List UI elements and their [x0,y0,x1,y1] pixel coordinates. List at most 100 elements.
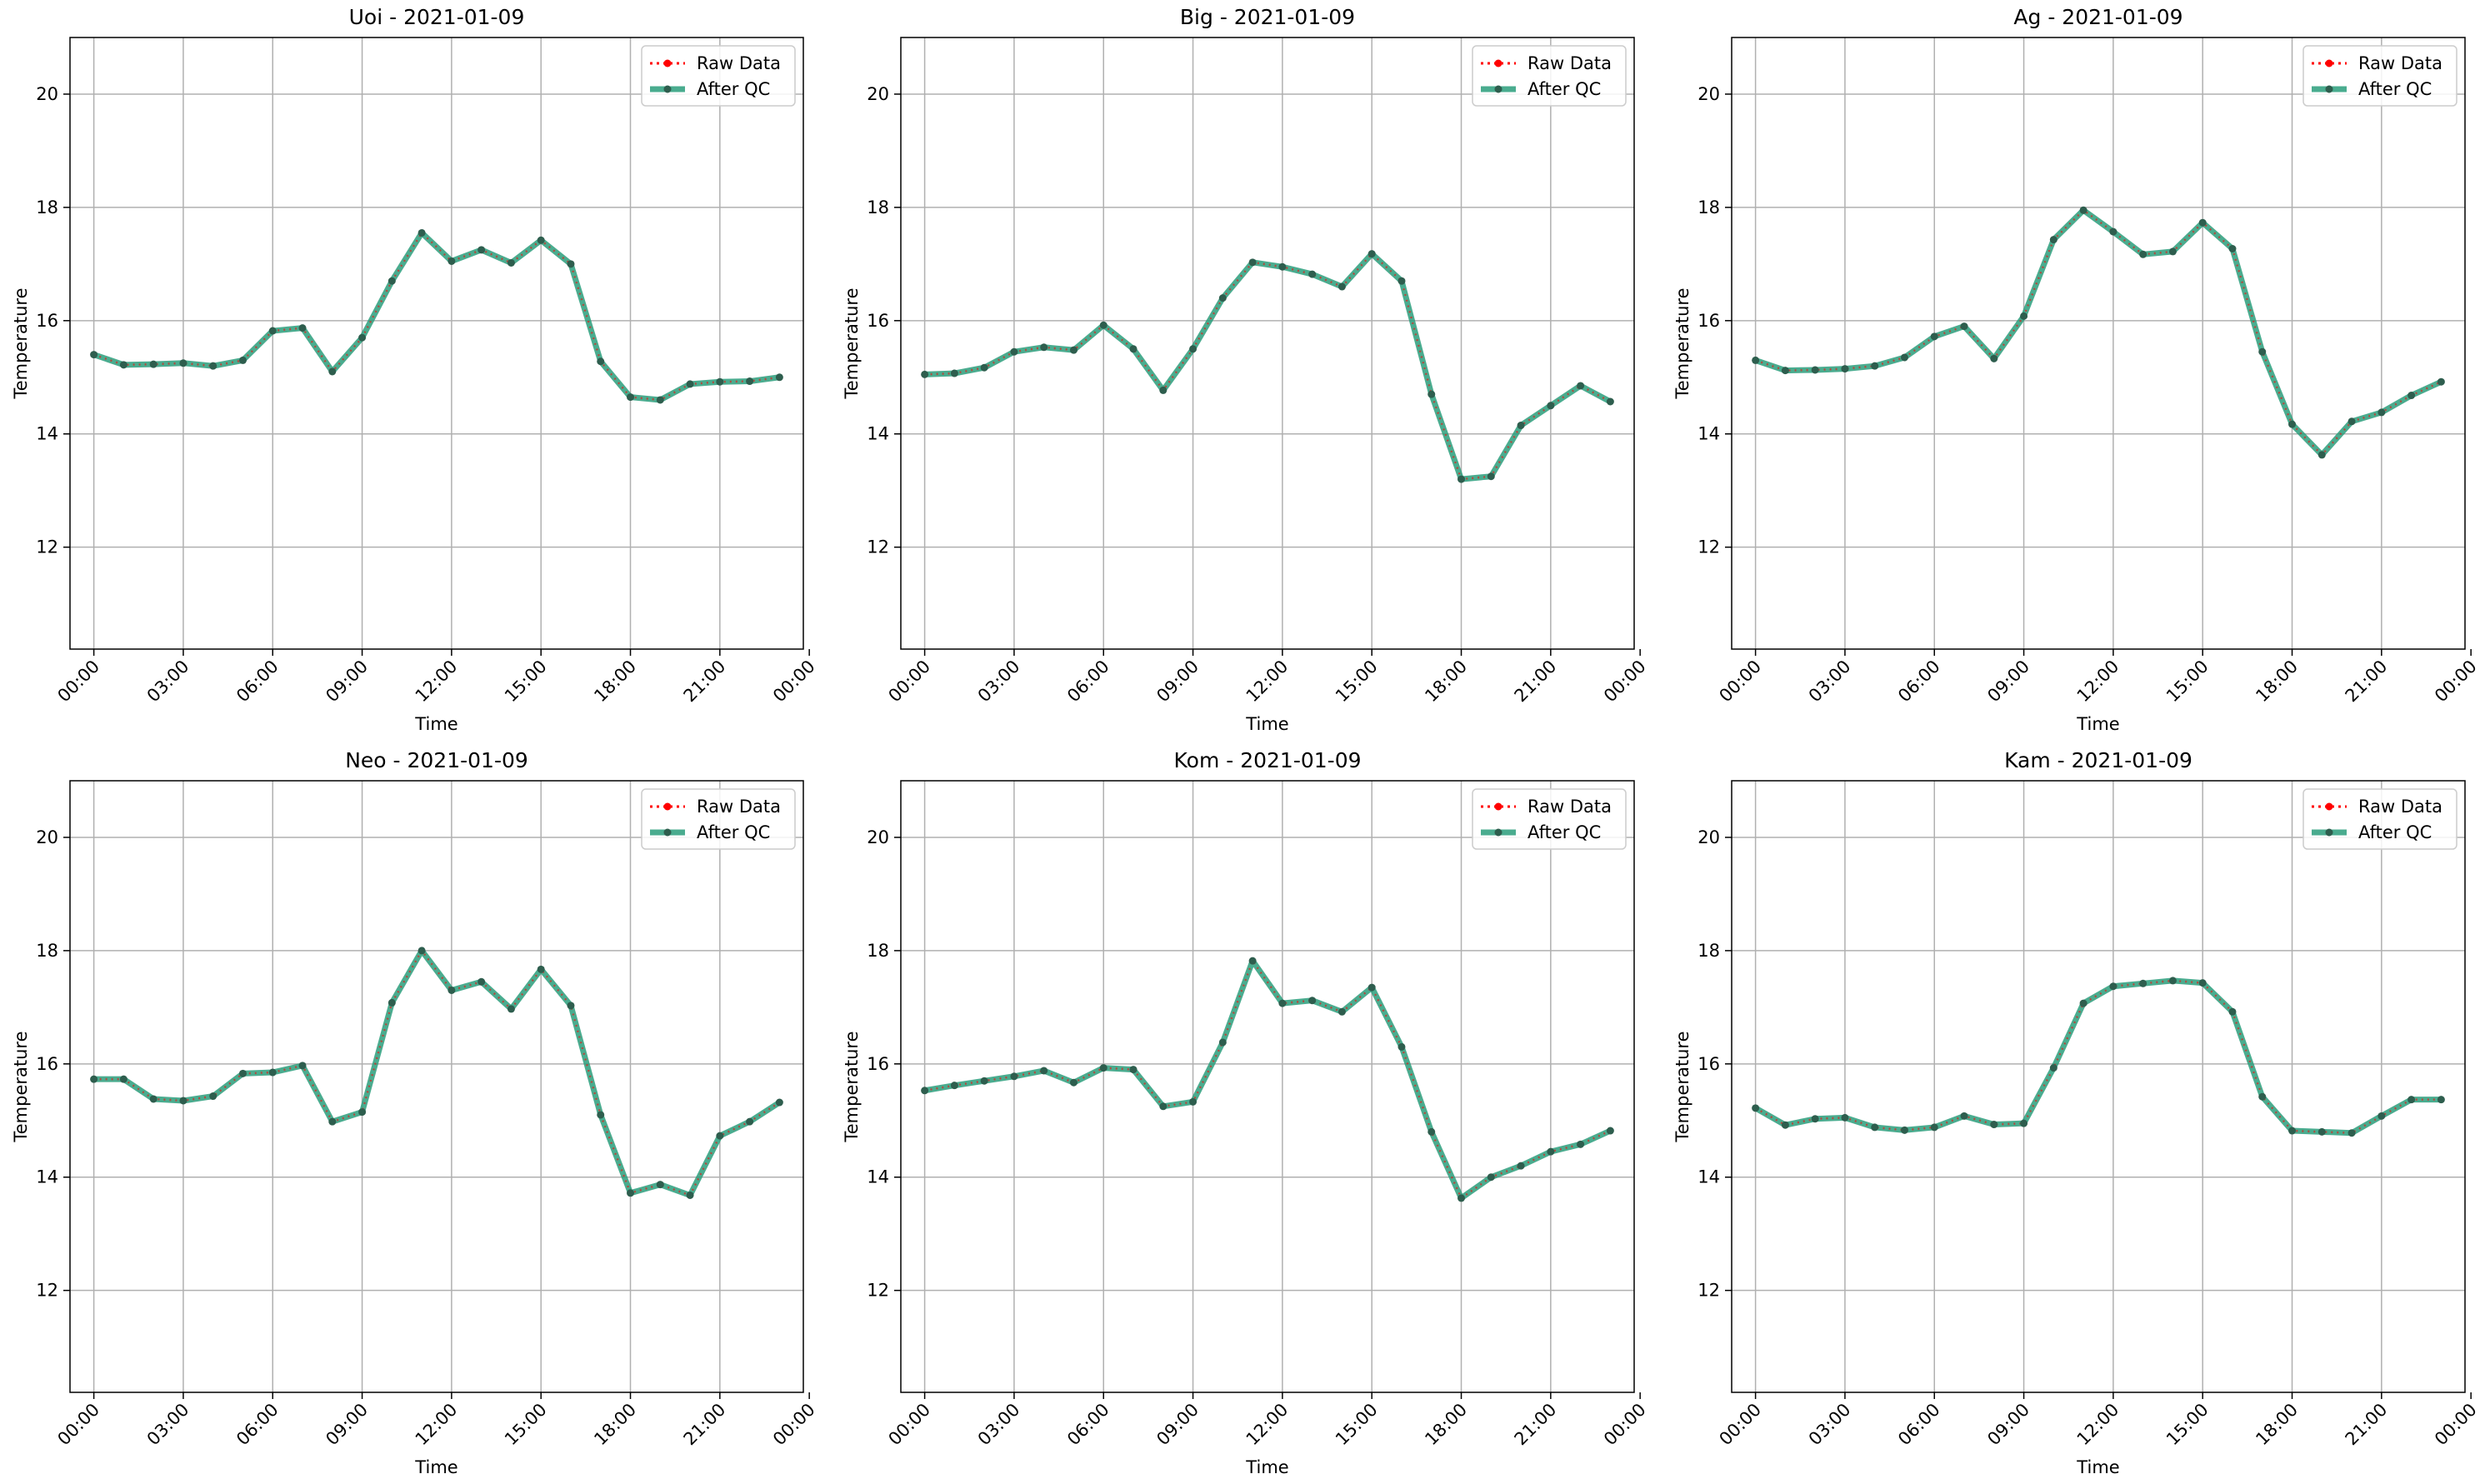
x-tick-label: 21:00 [1511,1400,1561,1450]
x-axis-label: Time [1245,1457,1288,1477]
data-point [597,1111,605,1119]
data-point [1248,258,1257,267]
legend-raw-label: Raw Data [697,797,781,817]
data-point [388,277,396,285]
data-point [537,236,545,244]
data-point [1871,362,1879,370]
legend-raw-marker [1494,59,1502,67]
data-point [1458,1194,1466,1202]
series-line-after-qc [91,947,782,1198]
y-tick-label: 20 [867,827,889,847]
data-point [238,1069,247,1077]
axes-frame [69,37,804,650]
data-point [358,333,367,342]
plot-area [70,37,803,649]
y-tick-label: 20 [867,84,889,104]
x-tick-label: 15:00 [501,1400,551,1450]
series-line-raw-data [924,958,1611,1200]
data-point [1811,366,1819,374]
subplot-title: Neo - 2021-01-09 [345,748,528,772]
x-tick-label: 03:00 [1805,1400,1855,1450]
data-point [1189,345,1198,353]
data-point [448,986,456,994]
data-point [1129,1066,1138,1074]
y-tick-label: 18 [867,941,889,961]
data-point [478,246,486,254]
data-point [418,228,426,237]
y-tick-label: 12 [1698,537,1720,557]
data-point [1900,353,1908,362]
y-axis-label: Temperature [11,1031,31,1142]
x-tick-label: 00:00 [1600,1400,1650,1450]
y-tick-label: 16 [867,311,889,331]
y-tick-label: 20 [1698,84,1720,104]
data-point [950,369,958,377]
data-point [746,377,754,386]
data-point [567,260,575,268]
axes-frame [1731,780,2466,1393]
x-tick-label: 18:00 [2252,657,2302,707]
data-point [1398,277,1406,285]
data-point [507,258,515,267]
data-point [1129,345,1138,353]
subplot-3: 00:00 03:00 06:00 09:00 12:00 15:00 18:00 21:00… [11,748,819,1477]
y-tick-label: 16 [36,311,58,331]
y-tick-label: 12 [1698,1281,1720,1301]
data-point [1189,1097,1198,1106]
x-tick-label: 00:00 [884,1400,934,1450]
x-tick-label: 12:00 [412,1400,462,1450]
y-tick-label: 12 [867,1281,889,1301]
legend-qc-label: After QC [1528,822,1601,842]
data-point [1871,1123,1879,1132]
data-point [1811,1115,1819,1123]
subplot-1: 00:00 03:00 06:00 09:00 12:00 15:00 18:00 21:00… [842,5,1650,734]
data-point [1218,1038,1227,1047]
x-tick-label: 06:00 [232,657,282,707]
data-point [980,363,988,372]
y-axis-label: Temperature [11,287,31,399]
x-tick-label: 09:00 [1983,657,2033,707]
data-point [328,367,337,376]
subplot-title: Ag - 2021-01-09 [2013,5,2182,29]
legend-qc-label: After QC [1528,79,1601,99]
x-tick-label: 21:00 [680,1400,730,1450]
data-point [1458,475,1466,483]
x-tick-label: 00:00 [1600,657,1650,707]
y-tick-label: 14 [36,424,58,444]
data-point [1368,250,1376,258]
data-point [1428,1127,1436,1136]
data-point [746,1117,754,1126]
y-tick-label: 14 [1698,424,1720,444]
plot-area [901,37,1634,649]
data-point [1159,386,1168,394]
legend-qc-marker [663,828,672,837]
x-axis-label: Time [414,1457,458,1477]
legend-qc-marker [663,85,672,93]
y-tick-label: 20 [36,84,58,104]
y-axis-label: Temperature [1672,1031,1692,1142]
plot-area [1732,37,2465,649]
data-point [2348,1129,2356,1137]
x-tick-label: 00:00 [769,1400,819,1450]
data-point [149,360,158,368]
y-tick-label: 14 [867,1167,889,1187]
data-point [358,1108,367,1117]
data-point [1517,422,1525,430]
subplot-title: Kam - 2021-01-09 [2004,748,2192,772]
data-point [1752,1104,1760,1112]
data-point [1278,262,1287,271]
subplot-4: 00:00 03:00 06:00 09:00 12:00 15:00 18:00 21:00… [842,748,1650,1477]
data-point [627,393,635,402]
data-point [1606,1127,1614,1135]
x-tick-label: 12:00 [2073,1400,2123,1450]
data-point [921,370,929,378]
data-point [238,356,247,364]
series-line-after-qc [1752,207,2444,458]
subplot-0: 00:00 03:00 06:00 09:00 12:00 15:00 18:00 21:00… [11,5,819,734]
x-tick-label: 15:00 [2162,1400,2212,1450]
x-tick-label: 00:00 [53,1400,103,1450]
data-point [1398,1042,1406,1051]
y-tick-label: 18 [1698,941,1720,961]
data-point [1752,356,1760,364]
data-point [2020,312,2028,320]
